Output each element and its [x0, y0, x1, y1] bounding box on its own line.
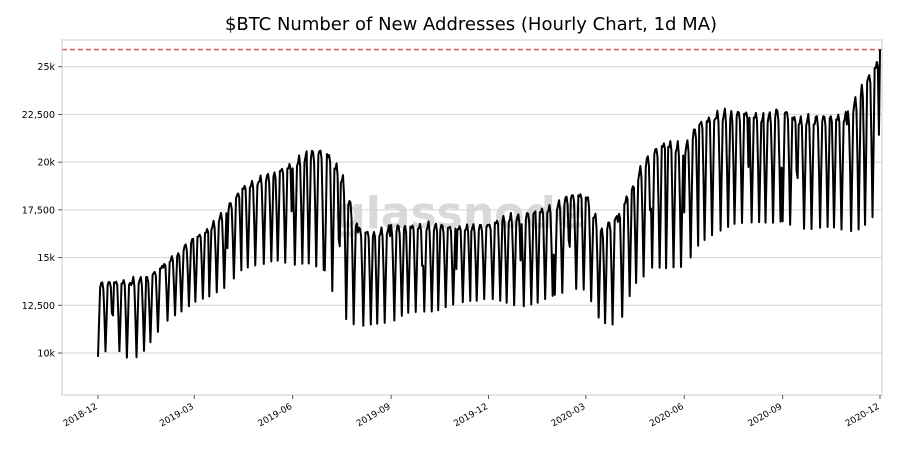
plot-area-frame: [61, 39, 883, 396]
y-tick-label: 17,500: [22, 205, 55, 216]
y-tick-label: 10k: [37, 349, 55, 360]
series-line: [97, 49, 881, 359]
y-tick-label: 20k: [37, 158, 55, 169]
y-tick-label: 25k: [37, 62, 55, 73]
y-tick-label: 12,500: [22, 301, 55, 312]
y-tick-label: 22,500: [22, 110, 55, 121]
chart-title: $BTC Number of New Addresses (Hourly Cha…: [225, 14, 717, 35]
series-group: [97, 49, 881, 359]
y-axis: 10k 12,500 15k 17,500 20k 22,500 25k: [22, 62, 62, 360]
y-tick-label: 15k: [37, 253, 55, 264]
